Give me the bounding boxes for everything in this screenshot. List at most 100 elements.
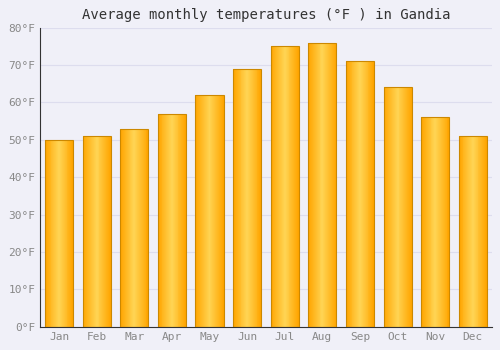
Bar	[253, 69, 254, 327]
Bar	[102, 136, 103, 327]
Bar	[57, 140, 58, 327]
Bar	[480, 136, 482, 327]
Bar	[160, 114, 162, 327]
Bar	[318, 43, 320, 327]
Bar	[408, 88, 409, 327]
Bar	[206, 95, 208, 327]
Bar	[94, 136, 96, 327]
Bar	[204, 95, 205, 327]
Bar	[409, 88, 410, 327]
Bar	[469, 136, 470, 327]
Bar	[464, 136, 466, 327]
Bar	[278, 46, 279, 327]
Bar	[203, 95, 204, 327]
Bar	[237, 69, 238, 327]
Bar	[142, 129, 144, 327]
Bar	[180, 114, 182, 327]
Bar	[364, 61, 366, 327]
Bar	[256, 69, 258, 327]
Bar	[460, 136, 462, 327]
Bar	[62, 140, 63, 327]
Bar	[45, 140, 73, 327]
Bar	[435, 117, 436, 327]
Bar	[233, 69, 261, 327]
Bar	[486, 136, 487, 327]
Bar	[421, 117, 450, 327]
Bar	[357, 61, 358, 327]
Bar	[392, 88, 393, 327]
Bar	[448, 117, 450, 327]
Bar	[288, 46, 290, 327]
Bar	[258, 69, 260, 327]
Bar	[107, 136, 108, 327]
Bar	[134, 129, 135, 327]
Bar	[472, 136, 473, 327]
Bar	[106, 136, 107, 327]
Bar	[212, 95, 214, 327]
Bar	[168, 114, 169, 327]
Bar	[366, 61, 368, 327]
Bar	[441, 117, 442, 327]
Bar	[325, 43, 326, 327]
Bar	[250, 69, 251, 327]
Bar	[311, 43, 312, 327]
Bar	[96, 136, 98, 327]
Bar	[406, 88, 407, 327]
Bar	[407, 88, 408, 327]
Bar	[400, 88, 402, 327]
Bar	[395, 88, 396, 327]
Bar	[249, 69, 250, 327]
Bar	[432, 117, 434, 327]
Bar	[100, 136, 102, 327]
Bar	[167, 114, 168, 327]
Bar	[91, 136, 92, 327]
Bar	[220, 95, 221, 327]
Bar	[120, 129, 148, 327]
Bar	[169, 114, 170, 327]
Bar	[308, 43, 309, 327]
Bar	[310, 43, 311, 327]
Bar	[121, 129, 122, 327]
Bar	[174, 114, 176, 327]
Bar	[320, 43, 322, 327]
Bar	[398, 88, 400, 327]
Bar	[391, 88, 392, 327]
Bar	[200, 95, 201, 327]
Bar	[196, 95, 198, 327]
Bar	[292, 46, 293, 327]
Bar	[178, 114, 180, 327]
Bar	[184, 114, 185, 327]
Bar	[284, 46, 286, 327]
Bar	[442, 117, 443, 327]
Bar	[384, 88, 386, 327]
Bar	[218, 95, 219, 327]
Bar	[126, 129, 128, 327]
Bar	[82, 136, 110, 327]
Bar	[82, 136, 84, 327]
Bar	[47, 140, 48, 327]
Bar	[324, 43, 325, 327]
Bar	[90, 136, 91, 327]
Bar	[386, 88, 388, 327]
Bar	[330, 43, 331, 327]
Bar	[70, 140, 71, 327]
Bar	[388, 88, 389, 327]
Bar	[467, 136, 468, 327]
Bar	[390, 88, 391, 327]
Bar	[332, 43, 334, 327]
Bar	[54, 140, 55, 327]
Bar	[298, 46, 299, 327]
Bar	[260, 69, 261, 327]
Bar	[60, 140, 61, 327]
Bar	[144, 129, 146, 327]
Bar	[185, 114, 186, 327]
Bar	[171, 114, 172, 327]
Bar	[61, 140, 62, 327]
Bar	[183, 114, 184, 327]
Bar	[314, 43, 315, 327]
Bar	[438, 117, 439, 327]
Bar	[368, 61, 370, 327]
Bar	[64, 140, 66, 327]
Bar	[109, 136, 110, 327]
Bar	[346, 61, 374, 327]
